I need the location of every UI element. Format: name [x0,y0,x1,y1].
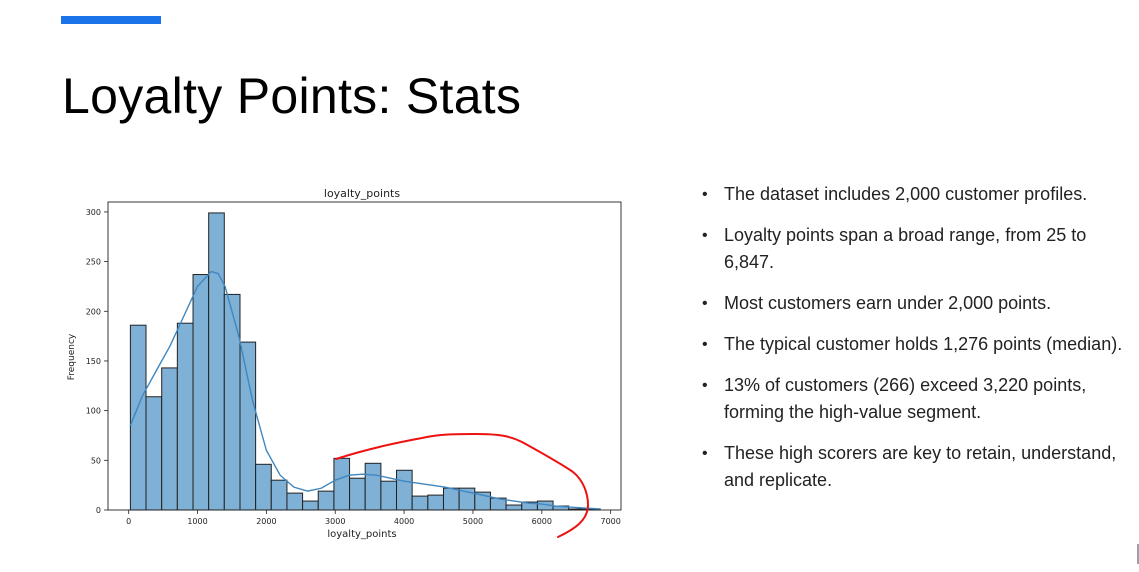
histogram-bar [380,480,398,511]
y-tick-label: 200 [86,307,101,316]
histogram-bar [255,463,272,511]
chart-svg: loyalty_points 0 1000 2000 3000 4000 5000 6000… [67,187,622,540]
histogram-chart: loyalty_points 0 1000 2000 3000 4000 5000 6000… [60,180,630,545]
bullet-list: The dataset includes 2,000 customer prof… [700,181,1139,508]
histogram-bar [208,212,225,511]
corner-mark [1137,544,1139,564]
bars-group [129,212,601,511]
histogram-bar [333,457,351,511]
annotation-highlight-stroke [335,433,589,538]
x-axis-label: loyalty_points [327,529,396,540]
histogram-bar [396,469,413,511]
y-tick-label: 300 [86,208,101,217]
bullet-item: The dataset includes 2,000 customer prof… [700,181,1139,208]
histogram-bar [302,500,319,511]
histogram-bar [317,490,335,511]
y-tick-label: 150 [86,357,101,366]
x-tick-label: 4000 [394,517,414,526]
x-tick-label: 5000 [463,517,483,526]
kde-line [129,270,601,510]
histogram-bar [145,396,163,511]
histogram-bar [505,504,523,511]
histogram-bar [286,492,304,511]
chart-title: loyalty_points [324,187,400,200]
slide-title: Loyalty Points: Stats [62,68,522,124]
accent-bar [61,16,161,24]
x-tick-label: 7000 [600,517,620,526]
histogram-bar [442,487,460,511]
bullet-item: The typical customer holds 1,276 points … [700,331,1139,358]
plot-frame [107,201,622,511]
bullet-item: These high scorers are key to retain, un… [700,440,1139,494]
axes-group: 0 1000 2000 3000 4000 5000 6000 7000 0 50 100 150 20… [86,201,622,526]
y-tick-label: 0 [96,506,101,515]
x-tick-label: 6000 [532,517,552,526]
histogram-bar [427,494,444,511]
x-tick-label: 1000 [187,517,207,526]
y-tick-label: 250 [86,258,101,267]
histogram-bar [161,367,178,511]
histogram-bar [223,293,241,511]
bullet-item: Most customers earn under 2,000 points. [700,290,1139,317]
histogram-bar [192,274,210,511]
bullet-item: 13% of customers (266) exceed 3,220 poin… [700,372,1139,426]
histogram-bar [349,477,366,511]
x-tick-label: 2000 [256,517,276,526]
x-tick-label: 0 [126,517,131,526]
histogram-bar [176,322,194,511]
histogram-bar [270,479,288,511]
y-axis-label: Frequency [67,333,77,380]
x-tick-label: 3000 [325,517,345,526]
y-tick-label: 100 [86,407,101,416]
bullet-item: Loyalty points span a broad range, from … [700,222,1139,276]
histogram-bar [411,495,429,511]
y-tick-label: 50 [91,456,101,465]
histogram-bar [239,341,257,511]
histogram-bar [364,462,382,511]
histogram-bar [129,324,147,511]
